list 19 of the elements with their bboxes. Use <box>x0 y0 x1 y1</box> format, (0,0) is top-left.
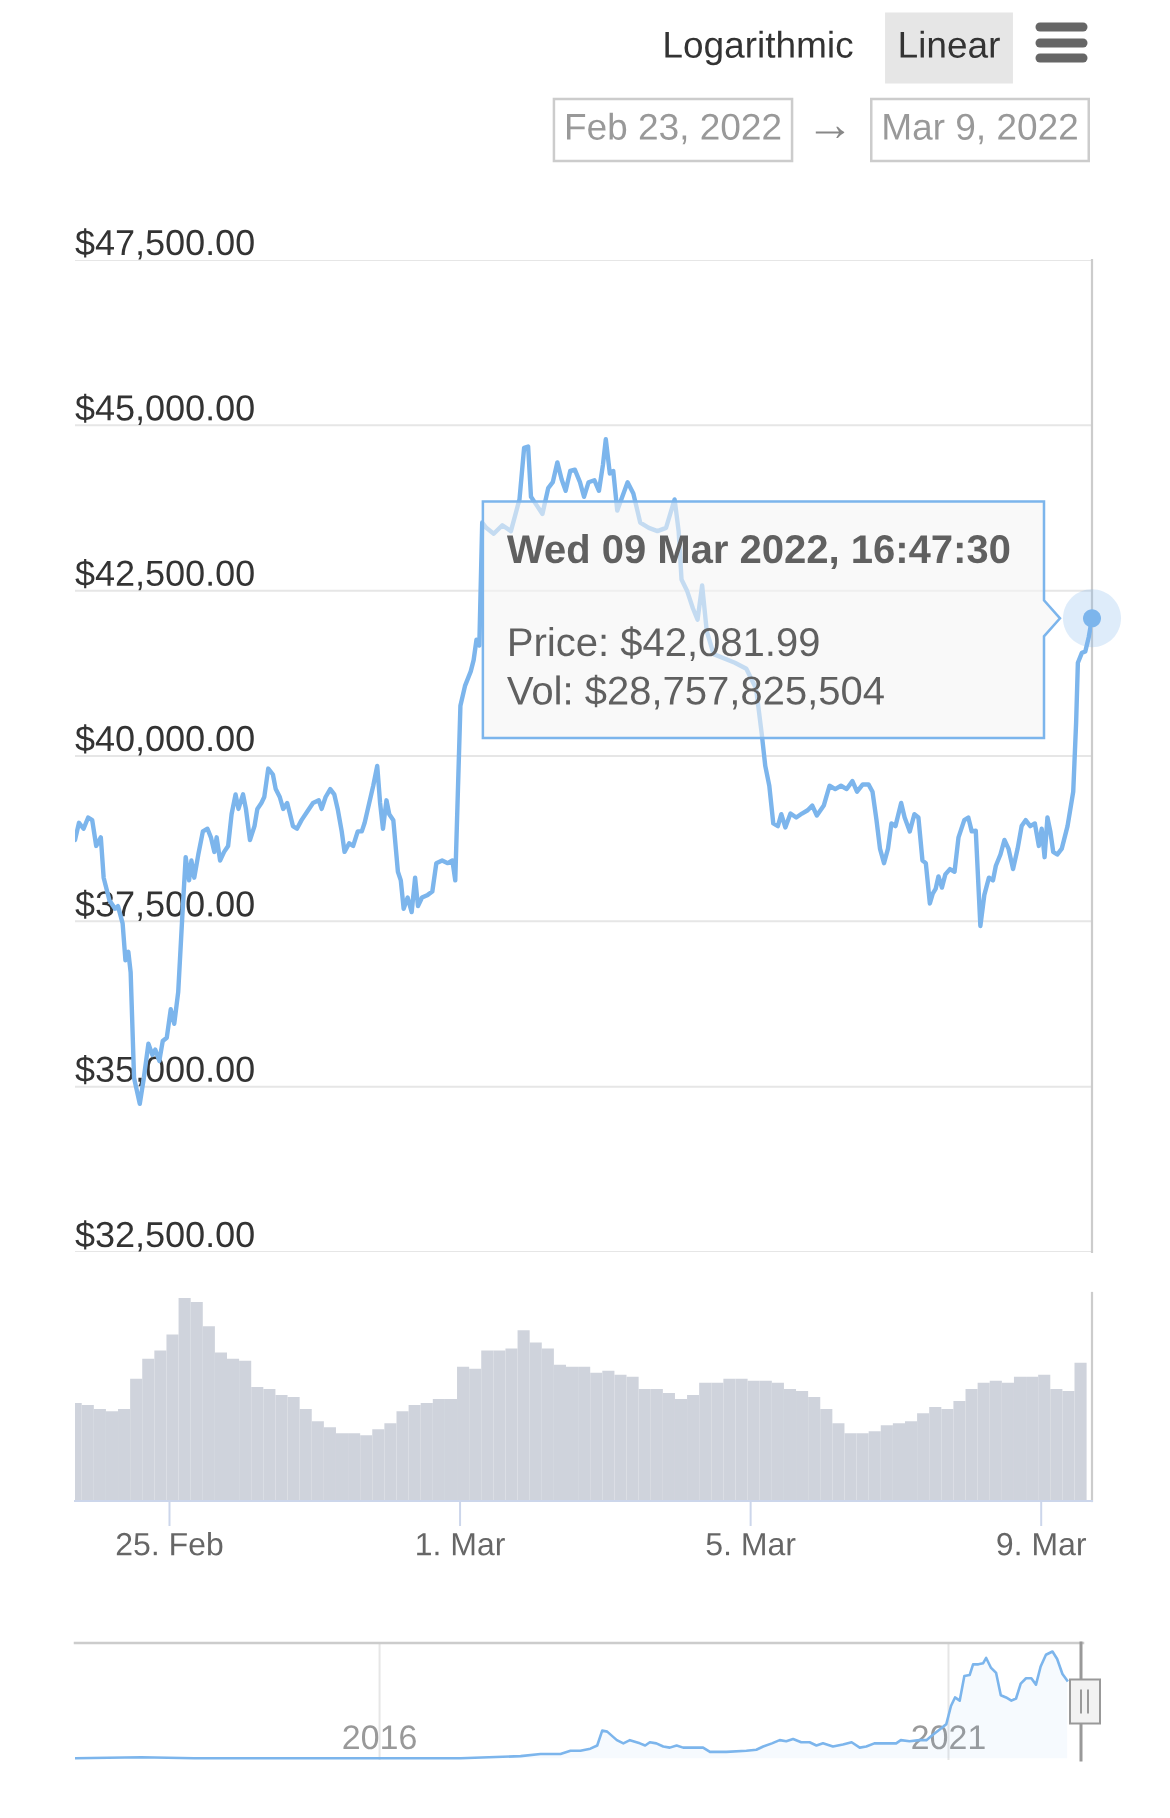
y-tick-label: $45,000.00 <box>75 393 254 425</box>
x-tick-label: 25. Feb <box>116 1532 223 1556</box>
text: Mar 9, 2022 <box>884 113 1077 145</box>
text: Logarithmic <box>665 30 853 66</box>
text: → <box>815 126 845 139</box>
y-tick-label: $32,500.00 <box>75 1220 254 1252</box>
y-tick-label: $47,500.00 <box>75 228 254 260</box>
annotation: Price: $42,081.99 <box>510 626 819 662</box>
y-tick-label: $40,000.00 <box>75 724 254 756</box>
text: Linear <box>900 30 1000 58</box>
x-tick-label: 5. Mar <box>706 1533 796 1556</box>
annotation: Vol: $28,757,825,504 <box>507 674 884 710</box>
x-tick-label: 2016 <box>343 1725 416 1750</box>
y-tick-label: $42,500.00 <box>75 559 254 591</box>
x-tick-label: 9. Mar <box>997 1532 1087 1556</box>
annotation: Wed 09 Mar 2022, 16:47:30 <box>506 533 1010 570</box>
x-tick-label: 2021 <box>912 1725 985 1750</box>
x-tick-label: 1. Mar <box>417 1533 505 1556</box>
text: Feb 23, 2022 <box>567 112 781 145</box>
